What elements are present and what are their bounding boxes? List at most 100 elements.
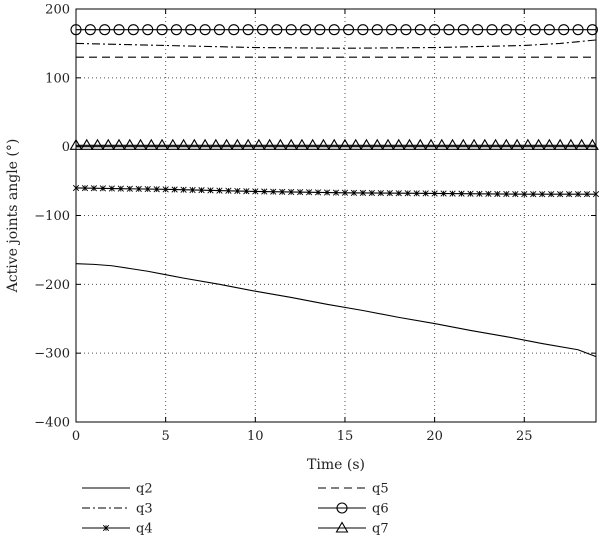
series-marker-q4 (494, 190, 501, 198)
series-marker-q4 (90, 185, 98, 192)
series-marker-q7 (327, 138, 341, 150)
series-marker-q4 (404, 190, 411, 197)
legend: q2 q5 q3 q6 q4 q7 (82, 482, 389, 537)
series-marker-q4 (252, 188, 259, 195)
series-marker-q7 (467, 138, 481, 150)
series-marker-q7 (101, 138, 115, 150)
series-marker-q4 (458, 190, 465, 197)
series-marker-q4 (305, 189, 313, 196)
series-marker-q6 (185, 24, 197, 36)
legend-label-q4: q4 (136, 522, 153, 537)
grid-lines (76, 9, 596, 422)
series-marker-q6 (242, 24, 254, 36)
series-marker-q4 (117, 185, 124, 192)
series-marker-q4 (279, 188, 286, 195)
series-marker-q7 (510, 138, 524, 150)
series-marker-q4 (225, 187, 232, 194)
series-marker-q6 (429, 24, 441, 36)
series-marker-q4 (574, 191, 582, 198)
series-marker-q6 (586, 24, 598, 36)
y-axis-label: Active joints angle (°) (5, 139, 21, 294)
series-marker-q6 (170, 24, 182, 36)
series-marker-q7 (144, 138, 158, 150)
series-marker-q6 (543, 24, 555, 36)
series-marker-q4 (189, 186, 196, 194)
series-marker-q7 (263, 138, 277, 150)
legend-item-q7: q7 (318, 521, 389, 537)
y-tick-label: 100 (45, 71, 70, 86)
series-marker-q4 (323, 189, 331, 196)
series-marker-q7 (381, 138, 395, 150)
series-marker-q6 (228, 24, 240, 36)
legend-label-q3: q3 (136, 502, 153, 517)
series-marker-q7 (209, 138, 223, 150)
legend-item-q2: q2 (82, 482, 153, 497)
series-marker-q6 (386, 24, 398, 36)
series-line-q3 (75, 39, 597, 49)
series-marker-q4 (81, 184, 89, 192)
series-marker-q7 (284, 138, 298, 150)
axis-ticks: 0 5 10 15 20 25 −400 −300 −200 −100 0 100 200 (34, 3, 596, 444)
series-marker-q4 (512, 190, 519, 198)
series-marker-q4 (431, 190, 438, 197)
series-marker-q6 (199, 24, 211, 36)
series-marker-q4 (503, 190, 510, 198)
series-marker-q6 (285, 24, 297, 36)
series-line-q2 (75, 263, 597, 358)
series-marker-q4 (261, 188, 268, 195)
series-marker-q7 (306, 138, 320, 150)
y-tick-label: −200 (34, 278, 70, 293)
x-tick-label: 0 (72, 429, 80, 444)
series-marker-q7 (220, 138, 234, 150)
series-marker-q7 (553, 138, 567, 150)
series-marker-q4 (485, 190, 492, 198)
series-marker-q6 (113, 24, 125, 36)
series-marker-q6 (486, 24, 498, 36)
series-marker-q7 (123, 138, 137, 150)
series-marker-q7 (370, 138, 384, 150)
series-marker-q7 (521, 138, 535, 150)
series-marker-q7 (316, 138, 330, 150)
series-marker-q7 (338, 138, 352, 150)
series-marker-q4 (153, 186, 160, 193)
series-marker-q7 (134, 138, 148, 150)
series-marker-q7 (112, 138, 126, 150)
series-marker-q6 (84, 24, 96, 36)
series-marker-q6 (357, 24, 369, 36)
series-marker-q6 (99, 24, 111, 36)
y-tick-label: −100 (34, 209, 70, 224)
series-marker-q4 (198, 187, 205, 194)
series-marker-q4 (548, 191, 555, 198)
series-marker-q7 (446, 138, 460, 150)
series-marker-q7 (187, 138, 201, 150)
series-marker-q7 (489, 138, 503, 150)
series-marker-q7 (230, 138, 244, 150)
series-marker-q4 (449, 190, 456, 197)
series-marker-q4 (440, 190, 447, 197)
y-tick-label: 200 (45, 3, 70, 18)
series-marker-q6 (343, 24, 355, 36)
series-q3 (75, 39, 597, 49)
series-marker-q6 (472, 24, 484, 36)
y-tick-label: −400 (34, 416, 70, 431)
series-marker-q6 (443, 24, 455, 36)
series-marker-q6 (271, 24, 283, 36)
legend-label-q2: q2 (136, 482, 153, 497)
series-marker-q4 (144, 185, 151, 193)
series-marker-q4 (341, 189, 349, 196)
series-marker-q7 (413, 138, 427, 150)
legend-item-q4: q4 (82, 522, 153, 537)
series-marker-q4 (422, 190, 429, 197)
series-marker-q6 (127, 24, 139, 36)
x-tick-label: 5 (162, 429, 170, 444)
x-tick-label: 25 (516, 429, 533, 444)
series-marker-q4 (467, 190, 474, 197)
series-marker-q7 (392, 138, 406, 150)
series-marker-q7 (177, 138, 191, 150)
series-marker-q7 (499, 138, 513, 150)
series-layer (69, 24, 600, 358)
legend-marker-q4 (102, 524, 110, 532)
x-axis-label: Time (s) (307, 457, 365, 473)
legend-label-q5: q5 (372, 482, 389, 497)
series-marker-q4 (180, 186, 187, 193)
